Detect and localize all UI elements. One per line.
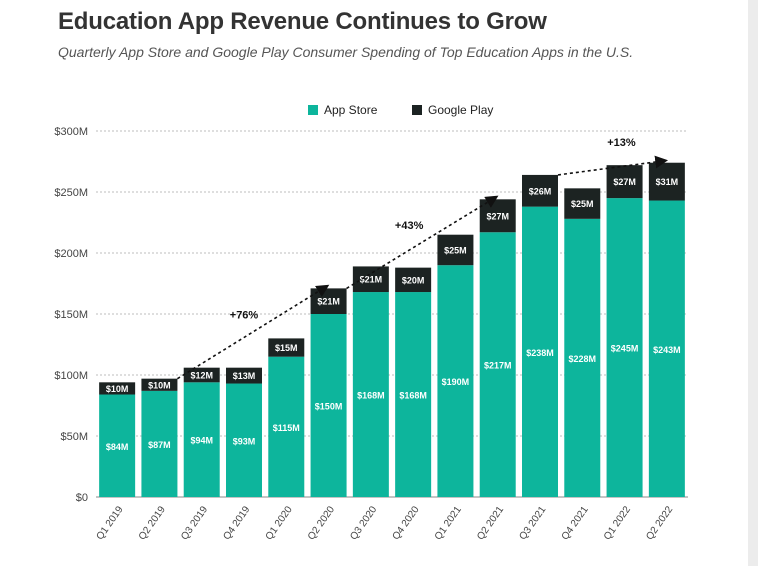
- data-label-google-play: $12M: [190, 371, 213, 381]
- legend-swatch-google-play: [412, 105, 422, 115]
- bar-app-store: [606, 198, 643, 497]
- bar-google-play: [268, 338, 305, 357]
- data-label-app-store: $228M: [569, 354, 597, 364]
- data-label-app-store: $150M: [315, 402, 343, 412]
- legend-item-google-play: Google Play: [412, 103, 493, 117]
- bar-google-play: [606, 165, 643, 199]
- data-label-google-play: $21M: [317, 297, 340, 307]
- data-label-app-store: $84M: [106, 442, 129, 452]
- data-label-google-play: $10M: [148, 380, 171, 390]
- bar-app-store: [141, 390, 178, 497]
- y-tick-label: $0: [76, 492, 88, 504]
- y-tick-label: $250M: [54, 187, 88, 199]
- data-label-google-play: $27M: [486, 211, 509, 221]
- data-label-google-play: $15M: [275, 343, 298, 353]
- bar-app-store: [479, 232, 516, 497]
- x-tick-label: Q1 2020: [264, 504, 295, 542]
- x-tick-label: Q4 2021: [560, 504, 591, 542]
- legend-swatch-app-store: [308, 105, 318, 115]
- y-tick-label: $100M: [54, 370, 88, 382]
- bar-app-store: [226, 383, 262, 497]
- data-label-app-store: $87M: [148, 440, 171, 450]
- chart-title: Education App Revenue Continues to Grow: [58, 8, 547, 35]
- bar-app-store: [310, 314, 347, 497]
- data-label-google-play: $21M: [360, 275, 383, 285]
- bar-app-store: [99, 394, 136, 497]
- bar-app-store: [395, 292, 432, 497]
- bar-app-store: [352, 292, 389, 497]
- x-tick-label: Q2 2019: [137, 504, 168, 542]
- growth-annotation-label: +13%: [607, 137, 636, 149]
- y-tick-label: $150M: [54, 309, 88, 321]
- chart-subtitle: Quarterly App Store and Google Play Cons…: [58, 44, 634, 60]
- bar-google-play: [99, 382, 136, 395]
- x-tick-label: Q4 2019: [221, 504, 252, 542]
- growth-annotation-label: +76%: [230, 310, 259, 322]
- data-label-app-store: $243M: [653, 345, 681, 355]
- data-label-google-play: $31M: [656, 177, 679, 187]
- data-label-app-store: $238M: [526, 348, 554, 358]
- x-tick-label: Q2 2020: [306, 504, 337, 542]
- y-tick-label: $50M: [60, 431, 88, 443]
- data-label-app-store: $94M: [190, 436, 213, 446]
- legend-label-app-store: App Store: [324, 103, 378, 117]
- bar-google-play: [648, 162, 685, 201]
- x-tick-label: Q1 2022: [602, 504, 633, 542]
- x-tick-label: Q3 2021: [517, 504, 548, 542]
- bar-google-play: [522, 174, 558, 207]
- bar-google-play: [183, 367, 220, 383]
- x-tick-label: Q3 2019: [179, 504, 210, 542]
- data-label-app-store: $217M: [484, 361, 512, 371]
- data-label-google-play: $10M: [106, 384, 129, 394]
- y-tick-label: $300M: [54, 126, 88, 138]
- bar-app-store: [522, 206, 558, 497]
- x-tick-label: Q2 2021: [475, 504, 506, 542]
- data-label-google-play: $13M: [233, 371, 256, 381]
- data-label-app-store: $168M: [399, 391, 427, 401]
- data-label-app-store: $115M: [273, 423, 300, 433]
- bar-google-play: [141, 378, 178, 391]
- background-strip: [748, 0, 758, 566]
- legend-label-google-play: Google Play: [428, 103, 494, 117]
- y-tick-label: $200M: [54, 248, 88, 260]
- bar-google-play: [352, 266, 389, 293]
- data-label-google-play: $26M: [529, 186, 552, 196]
- bar-google-play: [226, 367, 262, 384]
- data-label-google-play: $25M: [444, 245, 467, 255]
- bar-app-store: [564, 218, 601, 497]
- bar-google-play: [395, 267, 432, 293]
- growth-arrow: [177, 284, 330, 380]
- growth-annotation-label: +43%: [395, 220, 424, 232]
- bar-app-store: [437, 265, 474, 497]
- data-label-app-store: $168M: [357, 391, 385, 401]
- bar-google-play: [564, 188, 601, 219]
- bar-app-store: [648, 200, 685, 498]
- x-tick-label: Q2 2022: [644, 504, 675, 542]
- data-label-app-store: $190M: [442, 377, 470, 387]
- bar-app-store: [268, 356, 305, 497]
- data-label-google-play: $27M: [613, 177, 636, 187]
- x-tick-label: Q1 2019: [95, 504, 126, 542]
- legend-item-app-store: App Store: [308, 103, 377, 117]
- x-tick-label: Q1 2021: [433, 504, 464, 542]
- data-label-app-store: $245M: [611, 344, 639, 354]
- growth-arrow: [346, 195, 499, 290]
- bar-app-store: [183, 382, 220, 497]
- x-tick-label: Q3 2020: [348, 504, 379, 542]
- data-label-google-play: $20M: [402, 275, 425, 285]
- data-label-google-play: $25M: [571, 199, 594, 209]
- data-label-app-store: $93M: [233, 436, 256, 446]
- x-tick-label: Q4 2020: [391, 504, 422, 542]
- bar-google-play: [437, 234, 474, 266]
